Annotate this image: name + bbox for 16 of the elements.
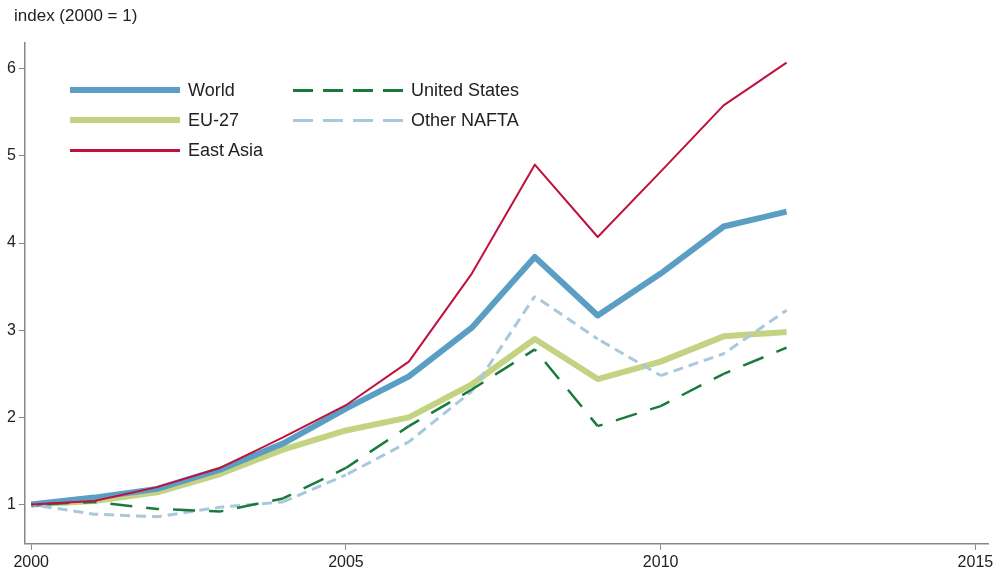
y-tick-label: 2 bbox=[6, 407, 16, 425]
legend-label: East Asia bbox=[188, 139, 264, 161]
legend-label: EU-27 bbox=[188, 109, 240, 131]
y-axis-title: index (2000 = 1) bbox=[14, 6, 138, 26]
y-tick-label: 3 bbox=[6, 320, 16, 338]
x-tick-label: 2015 bbox=[957, 552, 994, 570]
legend-label: World bbox=[188, 79, 235, 101]
x-tick-label: 2000 bbox=[13, 552, 50, 570]
y-tick-label: 4 bbox=[6, 233, 16, 251]
legend-label: Other NAFTA bbox=[411, 109, 519, 131]
y-tick-label: 1 bbox=[6, 494, 16, 512]
y-tick-label: 6 bbox=[6, 59, 16, 77]
x-tick-label: 2005 bbox=[328, 552, 364, 570]
x-tick-label: 2010 bbox=[642, 552, 679, 570]
legend-label: United States bbox=[411, 79, 520, 101]
y-tick-label: 5 bbox=[6, 146, 16, 164]
